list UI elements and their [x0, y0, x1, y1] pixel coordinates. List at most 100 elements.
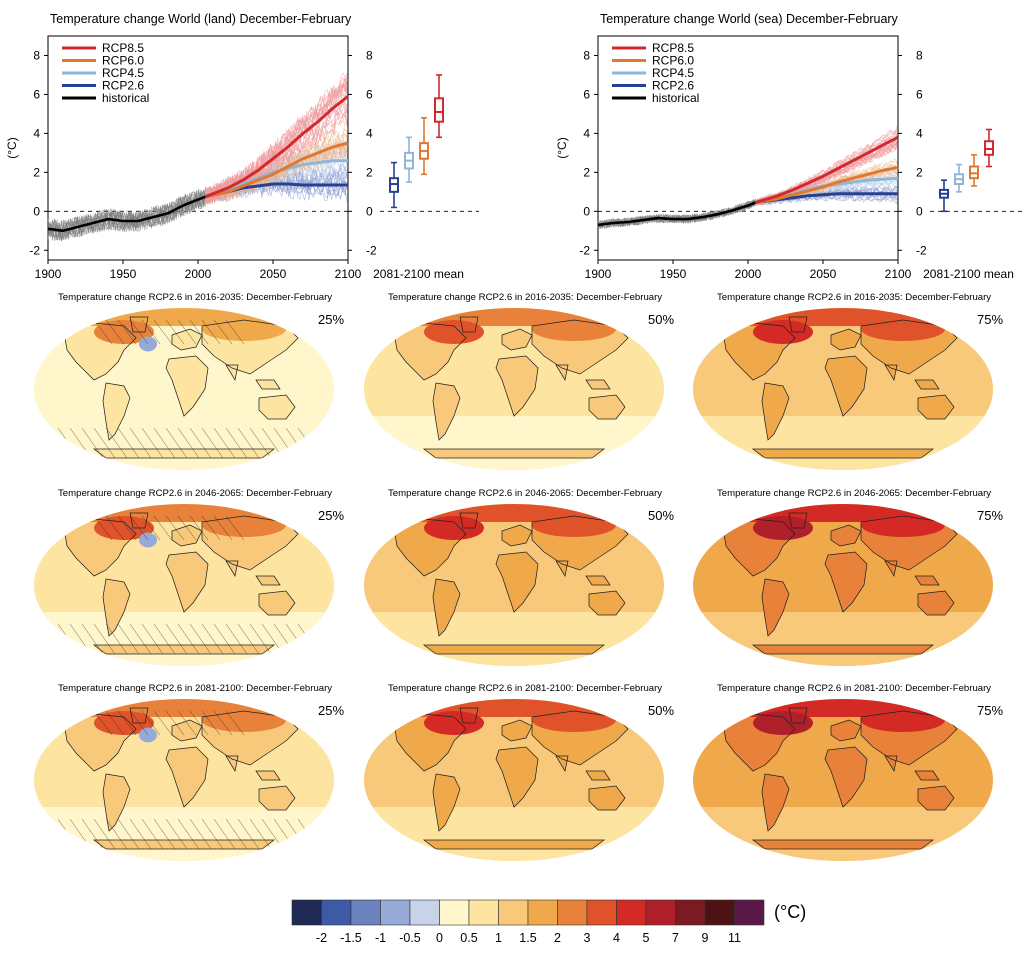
map-percentile-label: 75% — [977, 312, 1004, 327]
x-tick-label: 2100 — [885, 267, 912, 281]
colorbar-swatch — [291, 899, 322, 926]
colorbar-swatch — [409, 899, 440, 926]
map-percentile-label: 75% — [977, 508, 1004, 523]
colorbar-tick-label: 7 — [672, 931, 679, 945]
x-tick-label: 2050 — [810, 267, 837, 281]
colorbar: -2 -1.5 -1 -0.5 0 0.5 1 1.5 2 3 4 5 7 9 11 (°C) — [291, 899, 806, 945]
right-tick-label: -2 — [916, 243, 927, 257]
right-tick-label: 6 — [916, 87, 923, 101]
right-tick-label: 8 — [916, 48, 923, 62]
series-line-rcp6-0 — [205, 141, 349, 199]
box-rcp2-6 — [389, 161, 399, 209]
map-panel — [34, 504, 334, 666]
box-rcp8-5 — [434, 74, 444, 139]
map-panel — [364, 504, 664, 666]
land-timeseries-chart: -2 0 2 4 6 8 1900 1950 2000 2050 2100 (°C) -2 0 2 4 6 8 RC… — [5, 35, 479, 281]
right-tick-label: 0 — [366, 204, 373, 218]
series-line-rcp8-5 — [204, 95, 349, 199]
x-tick-label: 2000 — [735, 267, 762, 281]
map-percentile-label: 25% — [318, 703, 345, 718]
colorbar-tick-label: 0 — [436, 931, 443, 945]
box-rcp4-5 — [954, 163, 964, 193]
colorbar-tick-label: 5 — [643, 931, 650, 945]
colorbar-tick-label: 4 — [613, 931, 620, 945]
right-tick-label: 8 — [366, 48, 373, 62]
y-tick-label: -2 — [29, 243, 40, 257]
right-tick-label: 4 — [916, 126, 923, 140]
colorbar-swatch — [527, 899, 558, 926]
sea-chart-title: Temperature change World (sea) December-… — [600, 12, 898, 26]
map-panels-grid: Temperature change RCP2.6 in 2016-2035: … — [0, 286, 1024, 876]
x-tick-label: 1950 — [660, 267, 687, 281]
legend-label: RCP2.6 — [652, 79, 694, 93]
sea-timeseries-chart: -2 0 2 4 6 8 1900 1950 2000 2050 2100 (°C) -2 0 2 4 6 8 RC… — [555, 35, 1024, 281]
map-panel-title: Temperature change RCP2.6 in 2081-2100: … — [388, 683, 663, 694]
y-tick-label: 4 — [583, 126, 590, 140]
colorbar-swatch — [350, 899, 381, 926]
colorbar-swatch — [675, 899, 706, 926]
right-tick-label: 0 — [916, 204, 923, 218]
map-panel — [693, 699, 993, 861]
right-tick-label: 2 — [366, 165, 373, 179]
land-chart-title: Temperature change World (land) December… — [50, 12, 352, 26]
map-panel — [34, 699, 334, 861]
legend-label: RCP2.6 — [102, 79, 144, 93]
colorbar-unit: (°C) — [774, 902, 806, 922]
colorbar-swatch — [616, 899, 647, 926]
x-tick-label: 1950 — [110, 267, 137, 281]
colorbar-tick-label: 2 — [554, 931, 561, 945]
y-tick-label: 6 — [583, 87, 590, 101]
map-percentile-label: 50% — [648, 703, 675, 718]
map-panel-title: Temperature change RCP2.6 in 2081-2100: … — [58, 683, 333, 694]
y-tick-label: 2 — [583, 165, 590, 179]
y-tick-label: 8 — [33, 48, 40, 62]
y-tick-label: 0 — [583, 204, 590, 218]
map-percentile-label: 50% — [648, 312, 675, 327]
map-panel-title: Temperature change RCP2.6 in 2016-2035: … — [388, 292, 663, 303]
right-tick-label: 4 — [366, 126, 373, 140]
plot-frame — [597, 35, 899, 261]
colorbar-swatch — [557, 899, 588, 926]
colorbar-tick-label: 1 — [495, 931, 502, 945]
y-tick-label: -2 — [579, 243, 590, 257]
box-rcp6-0 — [419, 117, 429, 176]
right-tick-label: 6 — [366, 87, 373, 101]
legend-label: RCP4.5 — [102, 66, 144, 80]
map-percentile-label: 75% — [977, 703, 1004, 718]
map-percentile-label: 25% — [318, 508, 345, 523]
colorbar-tick-label: -0.5 — [399, 931, 421, 945]
colorbar-swatch — [439, 899, 470, 926]
series-line-rcp8-5 — [755, 135, 899, 204]
x-tick-label: 2100 — [335, 267, 362, 281]
map-panel-title: Temperature change RCP2.6 in 2081-2100: … — [717, 683, 992, 694]
y-tick-label: 6 — [33, 87, 40, 101]
map-percentile-label: 25% — [318, 312, 345, 327]
y-tick-label: 2 — [33, 165, 40, 179]
colorbar-swatch — [586, 899, 617, 926]
colorbar-swatch — [468, 899, 499, 926]
map-panel-title: Temperature change RCP2.6 in 2046-2065: … — [388, 488, 663, 499]
y-tick-label: 4 — [33, 126, 40, 140]
x-tick-label: 1900 — [585, 267, 612, 281]
colorbar-tick-label: 0.5 — [460, 931, 477, 945]
colorbar-swatch — [645, 899, 676, 926]
map-panel — [364, 308, 664, 470]
colorbar-swatch — [704, 899, 735, 926]
colorbar-swatch — [321, 899, 352, 926]
series-line-historical — [597, 201, 756, 227]
legend-label: RCP6.0 — [652, 54, 694, 68]
colorbar-tick-label: -2 — [316, 931, 327, 945]
colorbar-tick-label: -1.5 — [340, 931, 362, 945]
box-rcp4-5 — [404, 136, 414, 183]
map-panel-title: Temperature change RCP2.6 in 2046-2065: … — [717, 488, 992, 499]
map-panel — [34, 308, 334, 470]
box-label: 2081-2100 mean — [923, 267, 1014, 281]
y-axis-label: (°C) — [5, 137, 19, 158]
colorbar-tick-label: 3 — [584, 931, 591, 945]
legend-label: RCP8.5 — [102, 41, 144, 55]
right-tick-label: -2 — [366, 243, 377, 257]
y-tick-label: 0 — [33, 204, 40, 218]
box-rcp8-5 — [984, 128, 994, 168]
